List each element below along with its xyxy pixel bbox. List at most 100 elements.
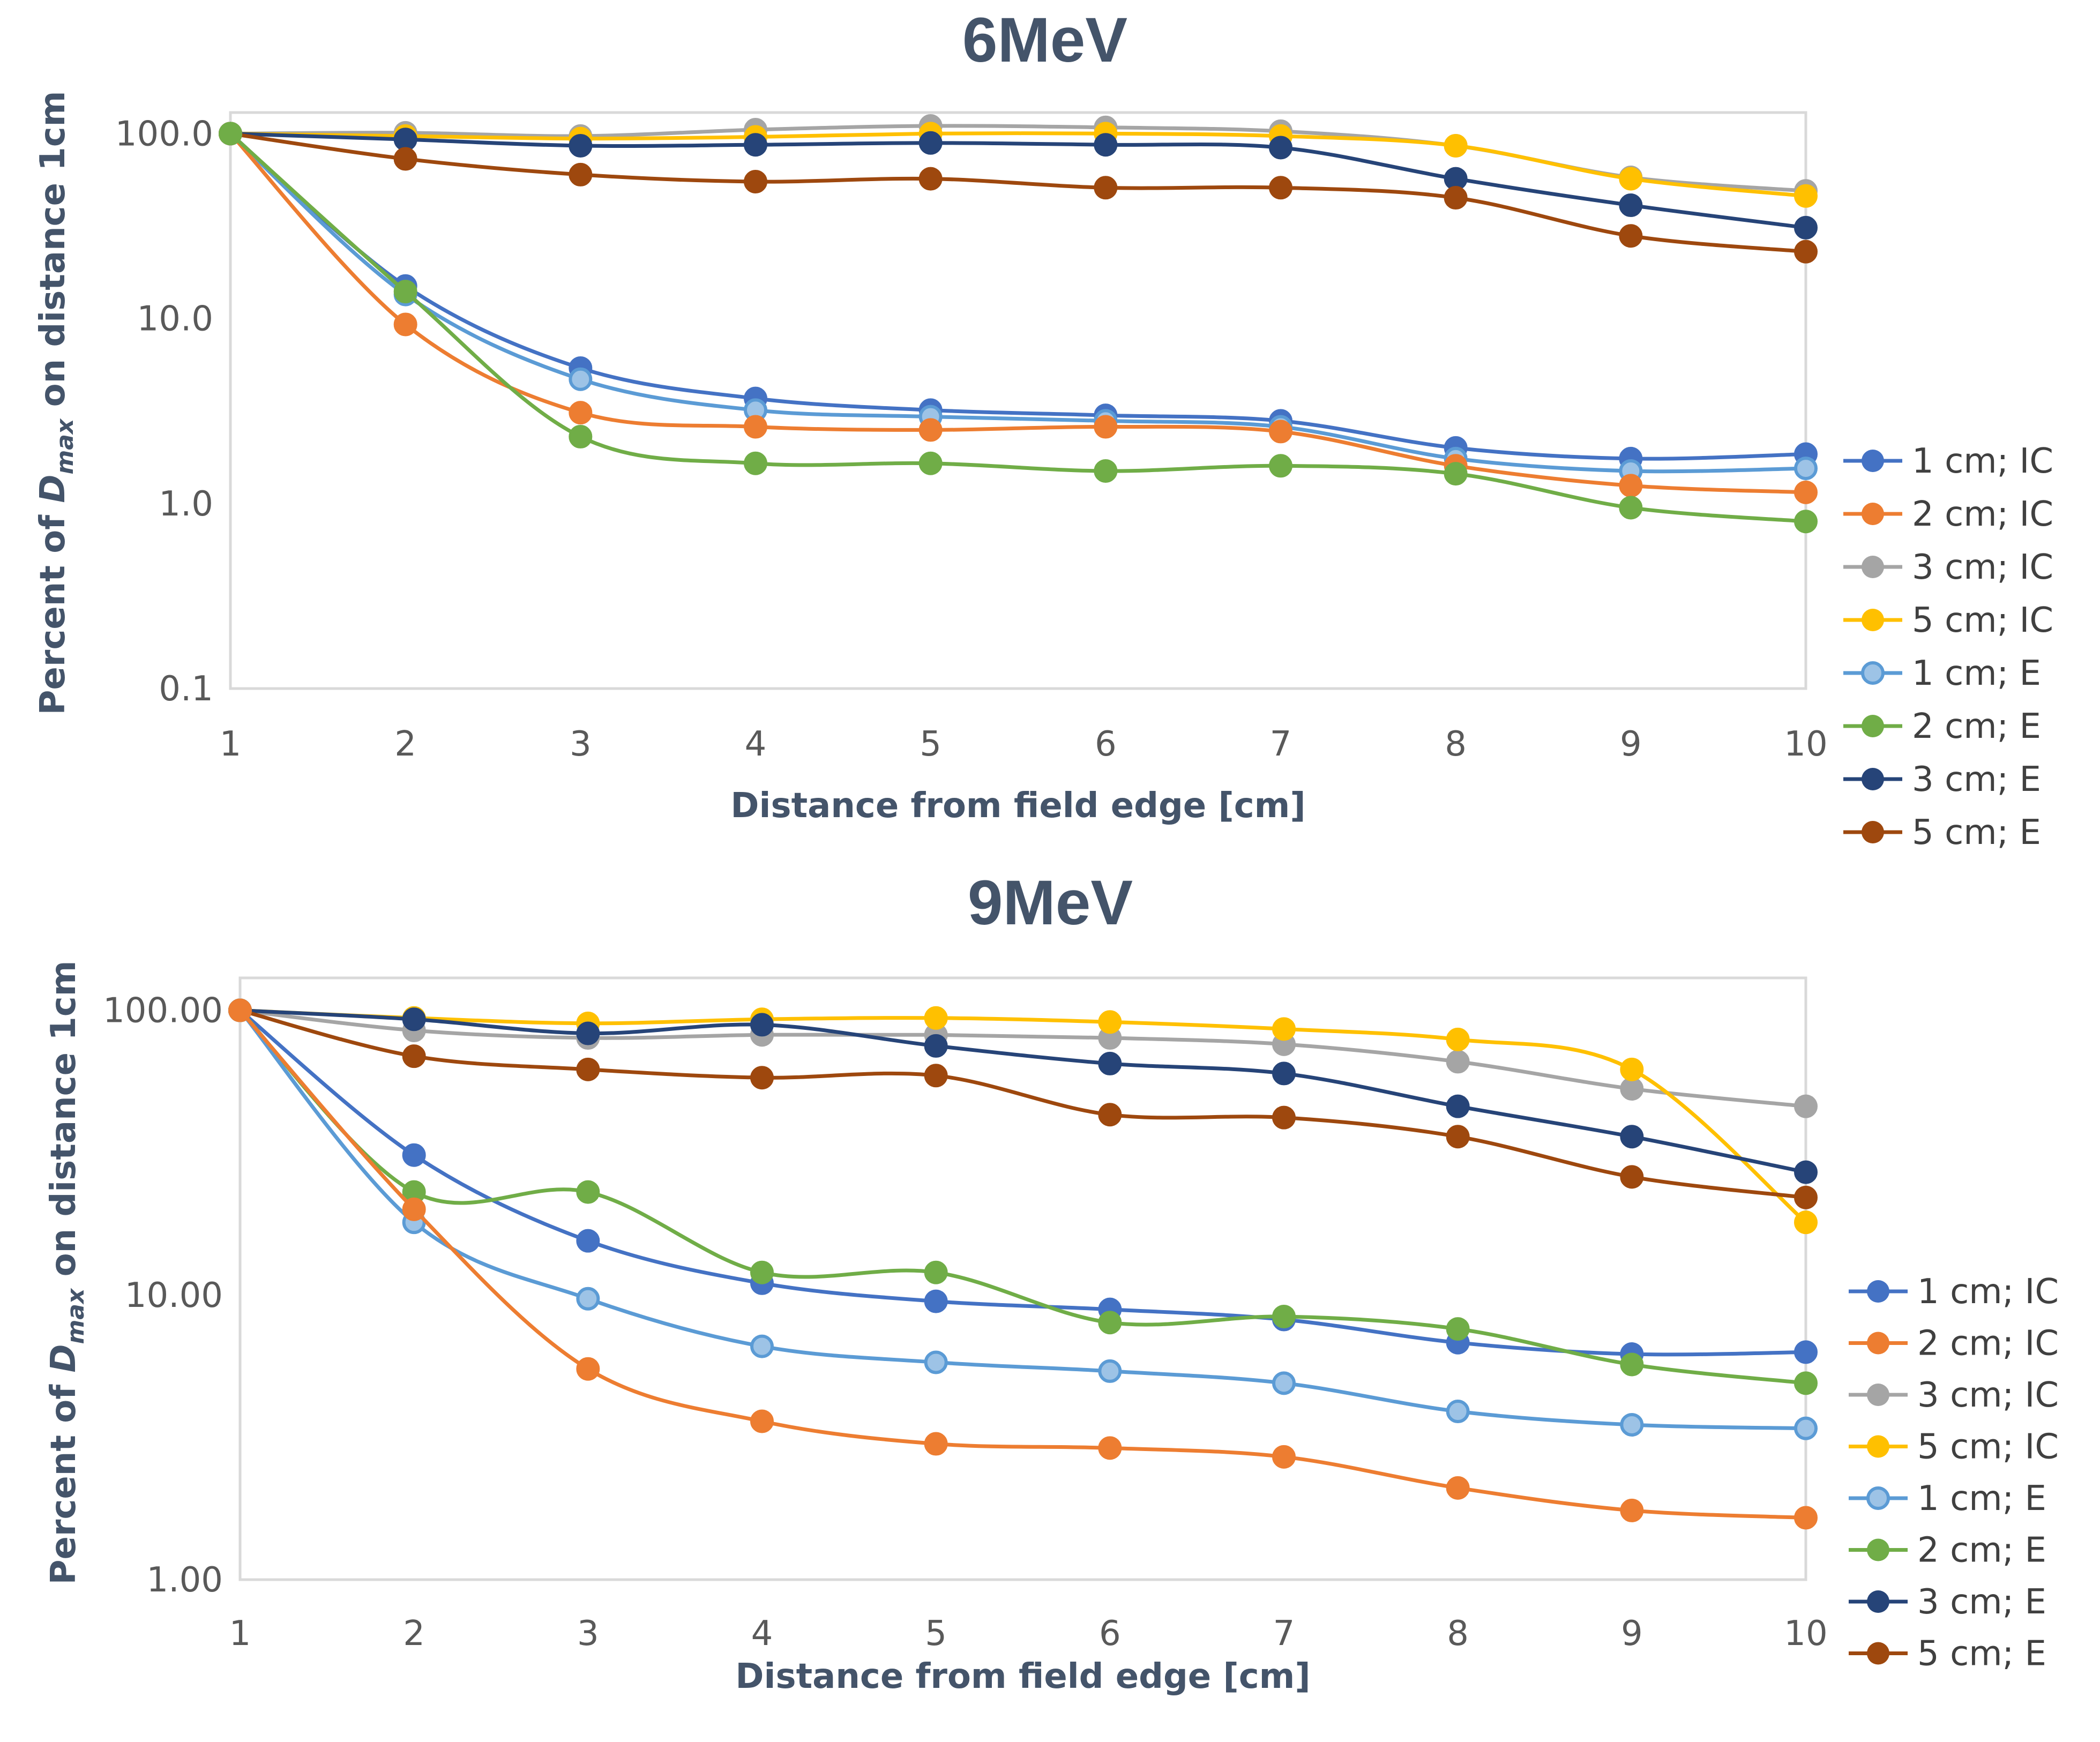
data-point [402,1007,426,1031]
x-tick-label: 8 [1447,1614,1469,1654]
data-point [924,1350,948,1374]
chart-9mev: 9MeV 1.00 10.00 100.00 1 2 3 4 5 6 7 8 9 10 Distance f… [44,868,2059,1696]
data-point [1269,454,1292,478]
data-point [1444,462,1468,486]
legend-item-3-cm-ic: 3 cm; IC [1843,548,2053,587]
data-point [569,133,593,158]
data-point [1272,1017,1296,1041]
data-point [1446,1050,1470,1074]
legend-label: 2 cm; E [1917,1531,2046,1571]
data-point [1794,1416,1818,1440]
series-line [238,1009,1806,1385]
series-line [230,131,1806,198]
x-tick-label: 10 [1784,724,1827,764]
x-tick-label: 1 [220,724,242,764]
data-point [918,167,943,191]
legend-item-1-cm-ic: 1 cm; IC [1843,442,2053,481]
legend-marker [1867,1384,1889,1406]
legend-marker [1862,609,1884,631]
data-point [1444,186,1468,210]
legend-marker [1862,450,1884,472]
legend-label: 3 cm; E [1912,760,2041,799]
data-point [1794,184,1818,208]
series-line [229,132,1806,524]
data-point [1098,1010,1122,1034]
data-point [576,1180,600,1204]
legend-label: 5 cm; IC [1917,1427,2059,1467]
x-tick-label: 5 [920,724,941,764]
x-tick-label: 5 [925,1614,947,1654]
data-point [393,280,417,304]
data-point [750,1334,774,1358]
x-tick-label: 4 [745,724,767,764]
data-point [744,415,767,439]
data-point [1794,457,1818,481]
legend-item-2-cm-e: 2 cm; E [1849,1531,2046,1571]
legend-marker [1862,556,1884,578]
data-point [1269,136,1292,160]
data-point [924,1006,948,1030]
data-point [228,998,252,1022]
data-point [1794,240,1818,264]
data-point [1619,167,1643,191]
y-axis-label-prefix: Percent of [44,1373,84,1585]
legend-item-3-cm-ic: 3 cm; IC [1849,1375,2059,1415]
data-point [924,1432,948,1456]
series-2-cm-ic [219,122,1818,504]
data-point [1269,420,1292,444]
legend-item-1-cm-e: 1 cm; E [1849,1479,2046,1519]
chart-title: 6MeV [962,5,1127,76]
data-point [1094,133,1118,157]
series-5-cm-e [228,998,1818,1209]
data-point [569,162,593,186]
data-point [1098,1436,1122,1460]
data-point [750,1409,774,1433]
legend-label: 3 cm; IC [1917,1375,2059,1415]
chart-6mev: 6MeV 0.1 1.0 10.0 100.0 1 2 3 4 5 6 7 8 9 10 Distance f… [33,5,2053,853]
data-point [1446,1027,1470,1051]
x-axis-label: Distance from field edge [cm] [735,1657,1310,1696]
legend: 1 cm; IC 2 cm; IC 3 cm; IC 5 cm; IC 1 cm; E 2… [1849,1272,2059,1674]
data-point [1094,415,1118,439]
data-point [924,1064,948,1088]
legend-item-1-cm-e: 1 cm; E [1843,654,2041,693]
legend-item-2-cm-ic: 2 cm; IC [1849,1324,2059,1364]
series-2-cm-e [228,998,1818,1395]
series-line [240,1008,1807,1224]
legend-marker [1867,1435,1889,1458]
x-tick-label: 3 [570,724,592,764]
x-tick-label: 6 [1099,1614,1121,1654]
data-point [1620,1352,1644,1377]
x-tick-label: 10 [1784,1614,1827,1654]
data-point [1620,1498,1644,1522]
data-point [1620,1125,1644,1149]
data-point [750,1066,774,1090]
legend-label: 2 cm; IC [1912,495,2053,534]
y-tick-label: 100.00 [103,991,223,1031]
data-point [576,1057,600,1081]
data-point [576,1287,600,1311]
data-point [1619,193,1643,218]
data-point [744,451,767,475]
data-point [1794,215,1818,240]
x-tick-label: 1 [229,1614,251,1654]
x-axis-label: Distance from field edge [cm] [730,786,1305,826]
data-point [1794,1160,1818,1184]
y-axis-label-suffix: on distance 1cm [33,91,73,419]
x-tick-label: 7 [1270,724,1292,764]
data-point [1620,1057,1644,1081]
data-point [744,133,767,157]
legend-label: 5 cm; IC [1912,601,2053,640]
legend-label: 1 cm; IC [1912,442,2053,481]
x-tick-label: 4 [751,1614,773,1654]
series-2-cm-e [219,122,1818,534]
x-tick-label: 8 [1445,724,1467,764]
legend-marker [1861,661,1885,685]
data-point [1098,1051,1122,1075]
data-point [1098,1359,1122,1383]
data-point [1446,1317,1470,1341]
legend-item-3-cm-e: 3 cm; E [1843,760,2041,799]
legend-item-3-cm-e: 3 cm; E [1849,1582,2046,1622]
x-tick-label: 9 [1621,1614,1643,1654]
y-tick-label: 1.0 [159,484,213,524]
